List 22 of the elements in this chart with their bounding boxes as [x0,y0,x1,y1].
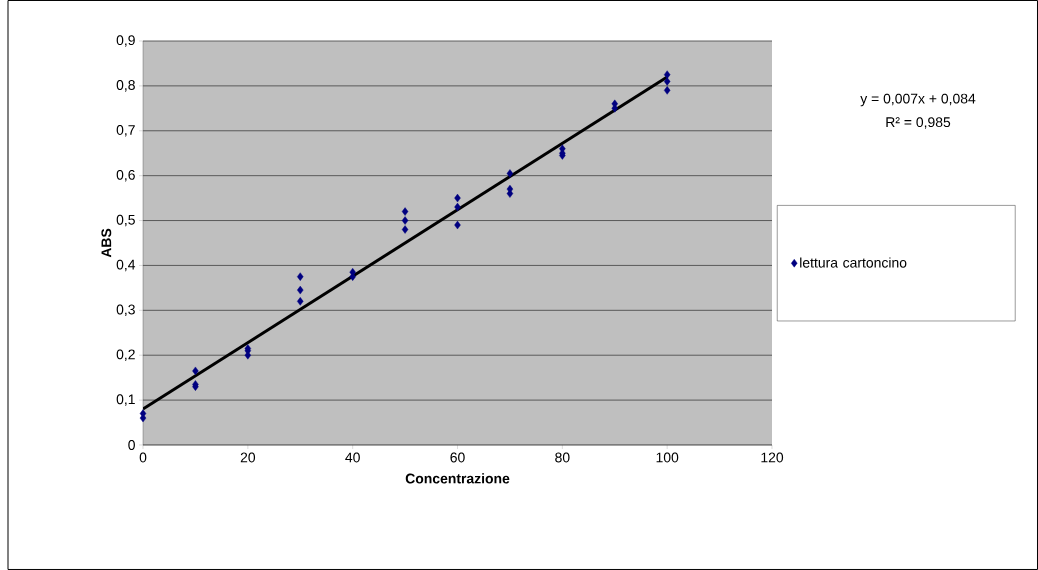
text: R² = 0,985 [886,117,951,129]
x-tick-label: 0 [139,452,147,463]
y-tick-label: 0,2 [116,349,135,361]
y-tick-label: 0,8 [116,80,135,92]
y-tick-label: 0,7 [116,125,135,137]
y-tick-label: 0,3 [116,304,135,317]
y-axis-title: ABS [101,228,112,258]
x-tick-label: 40 [345,452,360,463]
x-tick-label: 120 [761,452,784,463]
legend-label: lettura cartoncino [800,257,907,268]
x-tick-label: 100 [656,452,679,463]
y-tick-label: 0,9 [116,35,135,47]
x-tick-label: 60 [450,452,465,463]
x-axis-title: Concentrazione [405,473,510,484]
y-tick-label: 0,4 [116,259,136,272]
x-tick-label: 80 [555,452,570,463]
y-tick-label: 0,5 [116,214,135,227]
y-tick-label: 0,1 [116,394,135,406]
y-tick-label: 0 [128,440,135,450]
text: y = 0,007x + 0,084 [860,93,976,107]
y-tick-label: 0,6 [116,169,135,182]
x-tick-label: 20 [240,452,256,463]
